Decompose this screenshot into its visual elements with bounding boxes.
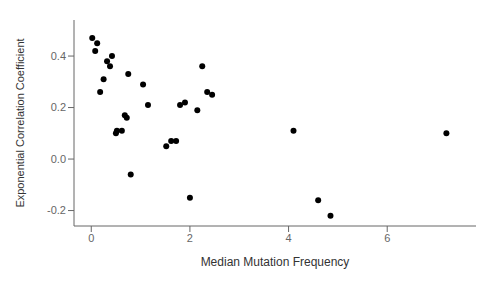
- svg-text:-0.2: -0.2: [47, 204, 66, 216]
- svg-text:0.2: 0.2: [51, 101, 66, 113]
- svg-text:6: 6: [384, 232, 390, 244]
- svg-text:0.4: 0.4: [51, 50, 66, 62]
- svg-text:Exponential Correlation Coeffi: Exponential Correlation Coefficient: [14, 38, 26, 207]
- svg-text:4: 4: [286, 232, 292, 244]
- svg-text:0: 0: [88, 232, 94, 244]
- svg-text:Median Mutation Frequency: Median Mutation Frequency: [201, 255, 350, 269]
- svg-text:2: 2: [187, 232, 193, 244]
- svg-text:0.0: 0.0: [51, 153, 66, 165]
